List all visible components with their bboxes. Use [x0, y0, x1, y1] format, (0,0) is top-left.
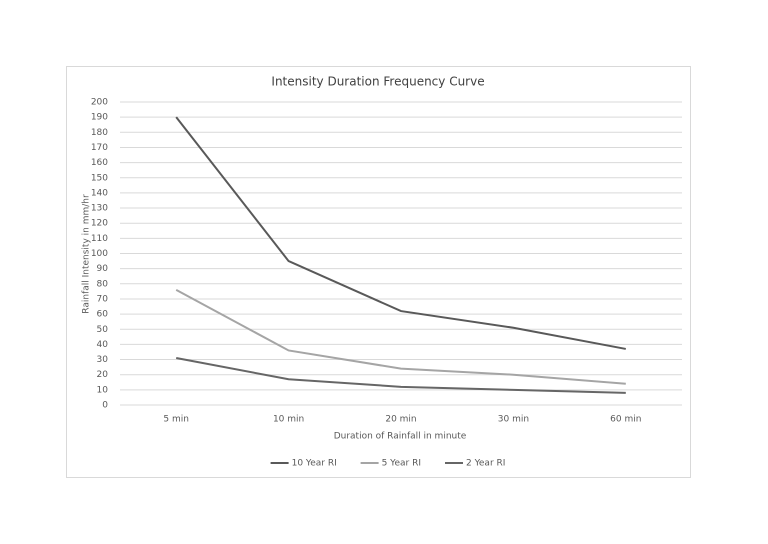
y-tick-label: 170	[91, 143, 108, 153]
y-tick-label: 160	[91, 158, 108, 168]
chart-title: Intensity Duration Frequency Curve	[271, 75, 484, 89]
series-line	[176, 357, 626, 394]
y-tick-label: 20	[97, 370, 109, 380]
y-tick-label: 120	[91, 219, 108, 229]
legend-label: 2 Year RI	[466, 459, 505, 469]
y-tick-label: 40	[97, 340, 109, 350]
series-line	[175, 116, 626, 350]
legend-label: 10 Year RI	[292, 459, 337, 469]
x-axis-title: Duration of Rainfall in minute	[334, 432, 467, 442]
y-tick-label: 130	[91, 204, 108, 214]
x-tick-label: 60 min	[610, 415, 641, 425]
y-tick-label: 70	[97, 294, 109, 304]
y-tick-label: 140	[91, 188, 108, 198]
y-tick-label: 180	[91, 128, 108, 138]
y-tick-label: 200	[91, 98, 108, 108]
x-tick-label: 10 min	[273, 415, 304, 425]
y-tick-label: 60	[97, 310, 109, 320]
y-tick-label: 50	[97, 325, 109, 335]
y-tick-label: 100	[91, 249, 108, 259]
x-tick-label: 20 min	[385, 415, 416, 425]
chart-frame	[66, 66, 691, 478]
y-tick-label: 0	[102, 401, 108, 411]
x-tick-label: 5 min	[163, 415, 189, 425]
series-line	[175, 288, 626, 385]
y-axis-title: Rainfall Intensity in mm/hr	[82, 194, 92, 314]
y-tick-label: 90	[97, 264, 109, 274]
y-tick-label: 10	[97, 385, 109, 395]
y-tick-label: 190	[91, 113, 108, 123]
y-tick-label: 110	[91, 234, 108, 244]
y-tick-label: 30	[97, 355, 109, 365]
legend-label: 5 Year RI	[382, 459, 421, 469]
y-tick-label: 150	[91, 173, 108, 183]
y-tick-label: 80	[97, 279, 109, 289]
x-tick-label: 30 min	[498, 415, 529, 425]
